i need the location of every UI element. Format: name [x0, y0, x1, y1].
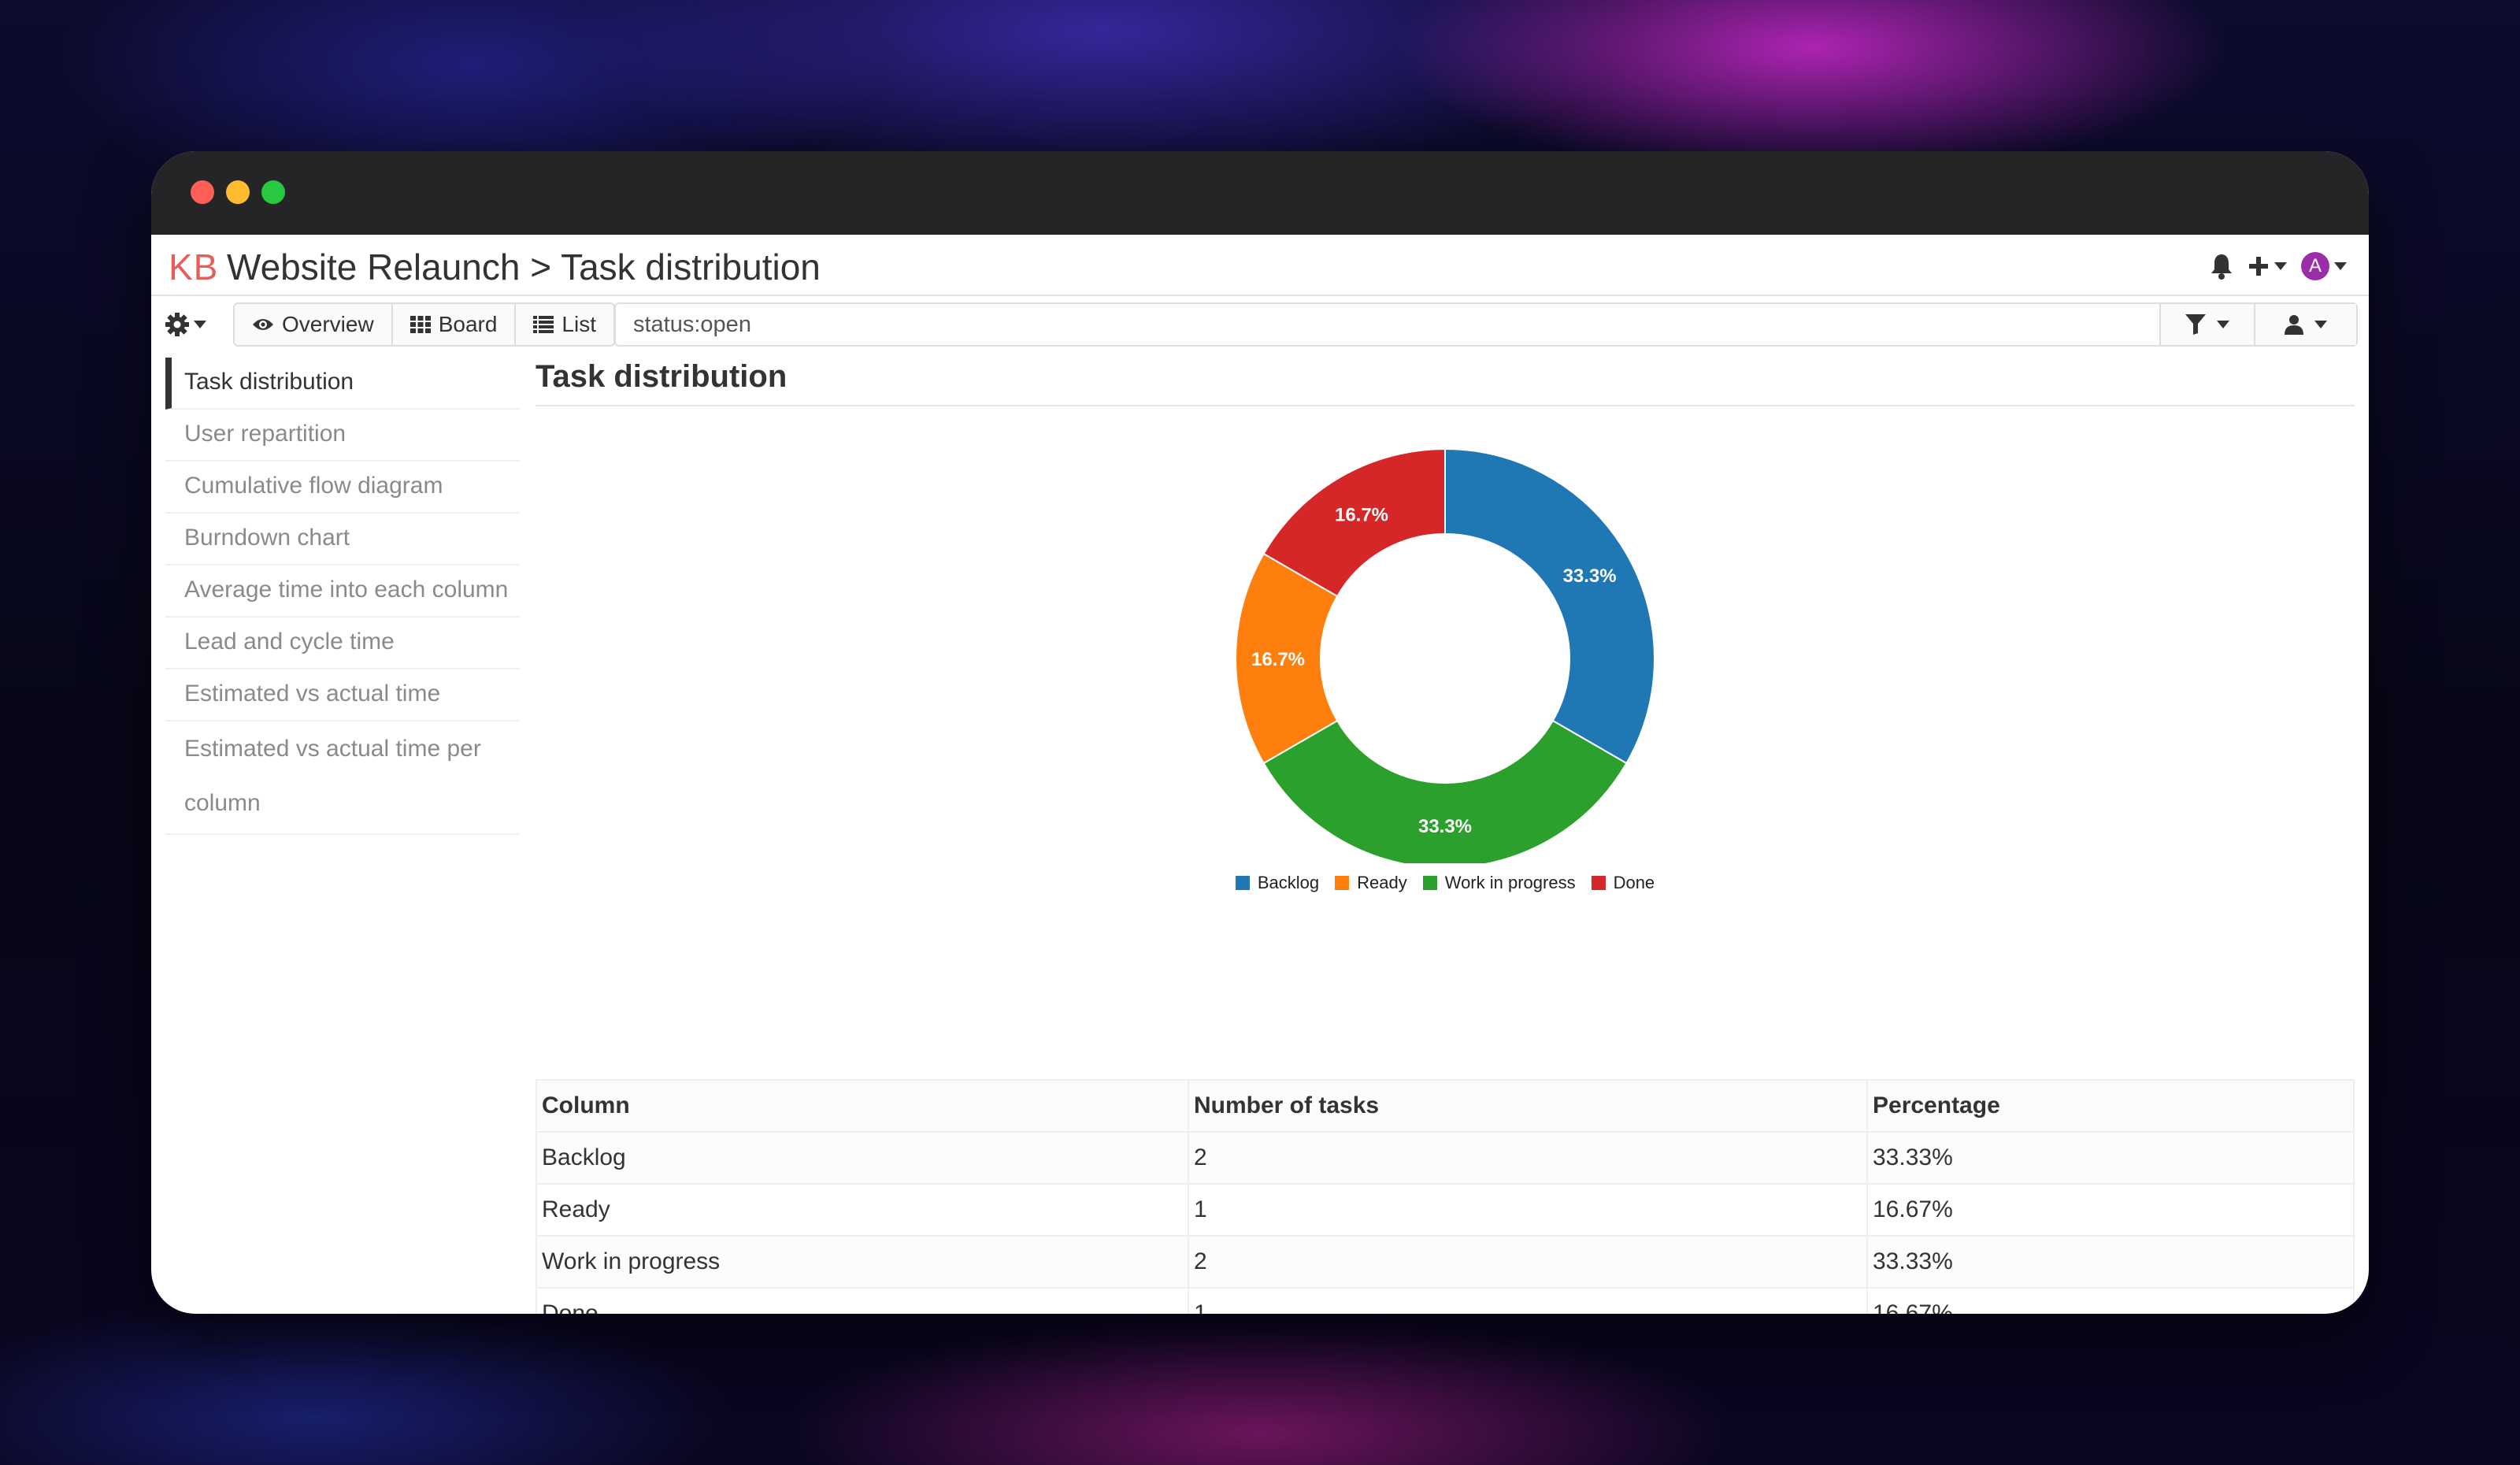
cell-column: Ready: [536, 1183, 1189, 1237]
legend-item-work-in-progress[interactable]: Work in progress: [1422, 873, 1576, 893]
search-input[interactable]: [616, 304, 2128, 345]
table-row: Backlog 2 33.33%: [536, 1131, 2355, 1185]
legend-swatch: [1235, 876, 1250, 890]
notifications-button[interactable]: [2210, 253, 2233, 280]
sidebar-item-cumulative-flow[interactable]: Cumulative flow diagram: [165, 462, 520, 514]
cell-percentage: 33.33%: [1866, 1131, 2355, 1185]
sidebar-item-task-distribution[interactable]: Task distribution: [165, 358, 520, 410]
gear-icon: [165, 313, 189, 336]
user-menu-button[interactable]: A: [2301, 252, 2347, 280]
donut-chart: 33.3% 33.3% 16.7% 16.7%: [1235, 447, 1655, 869]
board-view-button[interactable]: Board: [392, 304, 517, 345]
project-toolbar: Overview Board: [165, 302, 2358, 347]
plus-icon: [2249, 257, 2268, 276]
sidebar-item-estimated-vs-actual-column[interactable]: Estimated vs actual time per column: [165, 721, 520, 835]
legend-item-done[interactable]: Done: [1591, 873, 1655, 893]
filter-icon: [2185, 314, 2206, 335]
cell-number-of-tasks: 2: [1188, 1131, 1868, 1185]
kanboard-logo[interactable]: KB: [169, 247, 219, 287]
legend-label: Work in progress: [1444, 873, 1576, 892]
slice-label-done: 16.7%: [1335, 504, 1388, 525]
slice-done[interactable]: [1262, 447, 1446, 598]
analytics-sidebar: Task distribution User repartition Cumul…: [165, 358, 520, 835]
user-icon: [2285, 315, 2303, 335]
caret-down-icon: [2334, 262, 2347, 270]
page-breadcrumb-title: Website Relaunch > Task distribution: [227, 247, 821, 287]
sidebar-item-lead-cycle-time[interactable]: Lead and cycle time: [165, 618, 520, 669]
maximize-window-button[interactable]: [261, 180, 285, 204]
column-header-number-of-tasks: Number of tasks: [1188, 1079, 1868, 1133]
sidebar-item-estimated-vs-actual[interactable]: Estimated vs actual time: [165, 669, 520, 721]
minimize-window-button[interactable]: [226, 180, 250, 204]
legend-label: Backlog: [1257, 873, 1320, 892]
sidebar-item-burndown[interactable]: Burndown chart: [165, 514, 520, 566]
cell-percentage: 33.33%: [1866, 1235, 2355, 1289]
view-switcher: Overview Board: [233, 302, 615, 347]
cell-column: Backlog: [536, 1131, 1189, 1185]
app-header: KB Website Relaunch > Task distribution …: [151, 235, 2369, 296]
distribution-table: Column Number of tasks Percentage Backlo…: [536, 1079, 2355, 1314]
project-settings-menu[interactable]: [165, 309, 216, 340]
legend-item-backlog[interactable]: Backlog: [1235, 873, 1320, 893]
caret-down-icon: [2274, 262, 2287, 270]
slice-ready[interactable]: [1235, 552, 1339, 765]
list-label: List: [561, 312, 596, 336]
user-filter-button[interactable]: [2254, 304, 2356, 345]
board-label: Board: [438, 312, 498, 336]
column-header-column: Column: [536, 1079, 1189, 1133]
eye-icon: [253, 319, 273, 330]
caret-down-icon: [2217, 321, 2229, 328]
cell-column: Done: [536, 1287, 1189, 1314]
slice-label-ready: 16.7%: [1251, 649, 1305, 670]
create-menu-button[interactable]: [2248, 255, 2287, 277]
table-row: Ready 1 16.67%: [536, 1183, 2355, 1237]
sidebar-item-user-repartition[interactable]: User repartition: [165, 410, 520, 462]
cell-number-of-tasks: 1: [1188, 1287, 1868, 1314]
table-row: Work in progress 2 33.33%: [536, 1235, 2355, 1289]
overview-view-button[interactable]: Overview: [235, 304, 393, 345]
close-window-button[interactable]: [191, 180, 214, 204]
list-icon: [533, 316, 554, 333]
app-window: KB Website Relaunch > Task distribution …: [151, 151, 2369, 1314]
slice-label-backlog: 33.3%: [1563, 566, 1617, 587]
cell-percentage: 16.67%: [1866, 1183, 2355, 1237]
table-header-row: Column Number of tasks Percentage: [536, 1079, 2355, 1133]
avatar: A: [2301, 252, 2329, 280]
filter-dropdown-button[interactable]: [2159, 304, 2254, 345]
header-actions: A: [2210, 250, 2347, 282]
cell-number-of-tasks: 1: [1188, 1183, 1868, 1237]
chart-legend: Backlog Ready Work in progress Done: [536, 873, 2355, 893]
legend-item-ready[interactable]: Ready: [1335, 873, 1407, 893]
legend-label: Ready: [1357, 873, 1407, 892]
page-title: Task distribution: [536, 358, 2355, 406]
legend-swatch: [1422, 876, 1437, 890]
cell-percentage: 16.67%: [1866, 1287, 2355, 1314]
sidebar-item-average-time-column[interactable]: Average time into each column: [165, 566, 520, 618]
task-search: [614, 302, 2358, 347]
slice-label-work-in-progress: 33.3%: [1418, 816, 1472, 837]
legend-swatch: [1335, 876, 1350, 890]
task-distribution-chart: 33.3% 33.3% 16.7% 16.7% Backlog Ready Work in…: [536, 406, 2355, 926]
main-content: Task distribution 33.3% 33.3% 16.7% 16.7% B…: [536, 358, 2355, 1314]
overview-label: Overview: [282, 312, 374, 336]
table-row: Done 1 16.67%: [536, 1287, 2355, 1314]
column-header-percentage: Percentage: [1866, 1079, 2355, 1133]
grid-icon: [410, 316, 431, 333]
caret-down-icon: [194, 321, 206, 328]
cell-number-of-tasks: 2: [1188, 1235, 1868, 1289]
legend-label: Done: [1613, 873, 1655, 892]
cell-column: Work in progress: [536, 1235, 1189, 1289]
slice-work-in-progress[interactable]: [1262, 719, 1628, 869]
window-titlebar: [151, 151, 2369, 235]
slice-backlog[interactable]: [1444, 447, 1655, 765]
legend-swatch: [1591, 876, 1606, 890]
bell-icon: [2211, 254, 2232, 280]
caret-down-icon: [2314, 321, 2327, 328]
list-view-button[interactable]: List: [516, 304, 613, 345]
